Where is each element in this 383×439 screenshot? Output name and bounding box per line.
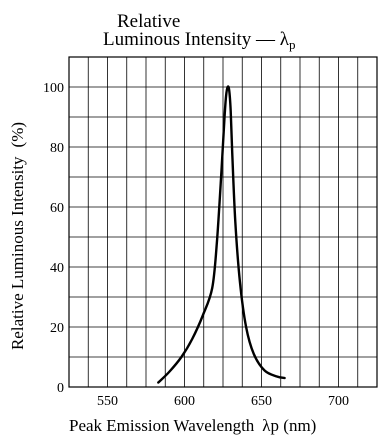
y-tick-label: 0 — [57, 381, 64, 396]
x-tick-label: 600 — [174, 394, 195, 409]
x-tick-labels: 550 600 650 700 — [97, 394, 349, 409]
y-tick-label: 100 — [43, 81, 64, 96]
x-axis-label-text: Peak Emission Wavelength — [69, 416, 255, 435]
y-tick-labels: 0 20 40 60 80 100 — [43, 81, 64, 396]
chart-title-line2: Luminous Intensity — λp — [103, 29, 296, 52]
chart-title-main: Luminous Intensity — λ — [103, 29, 290, 50]
y-tick-label: 60 — [50, 201, 64, 216]
plot-border — [68, 56, 378, 388]
plot-frame — [68, 56, 378, 388]
grid-lines — [69, 57, 377, 387]
y-axis-label: Relative Luminous Intensity (%) — [8, 122, 27, 350]
x-axis-label: Peak Emission Wavelength λp (nm) — [69, 416, 316, 435]
series-line-0 — [157, 85, 286, 384]
x-tick-label: 550 — [97, 394, 118, 409]
y-tick-label: 40 — [50, 261, 64, 276]
y-axis-label-unit: (%) — [8, 122, 27, 147]
x-tick-label: 650 — [251, 394, 272, 409]
data-series — [157, 85, 286, 384]
y-tick-label: 20 — [50, 321, 64, 336]
chart-title-subscript: p — [289, 37, 296, 52]
chart-title-line1: Relative — [117, 11, 180, 32]
y-axis-label-text: Relative Luminous Intensity — [8, 156, 27, 350]
x-tick-label: 700 — [328, 394, 349, 409]
x-axis-label-symbol: λp (nm) — [262, 416, 316, 435]
y-tick-label: 80 — [50, 141, 64, 156]
